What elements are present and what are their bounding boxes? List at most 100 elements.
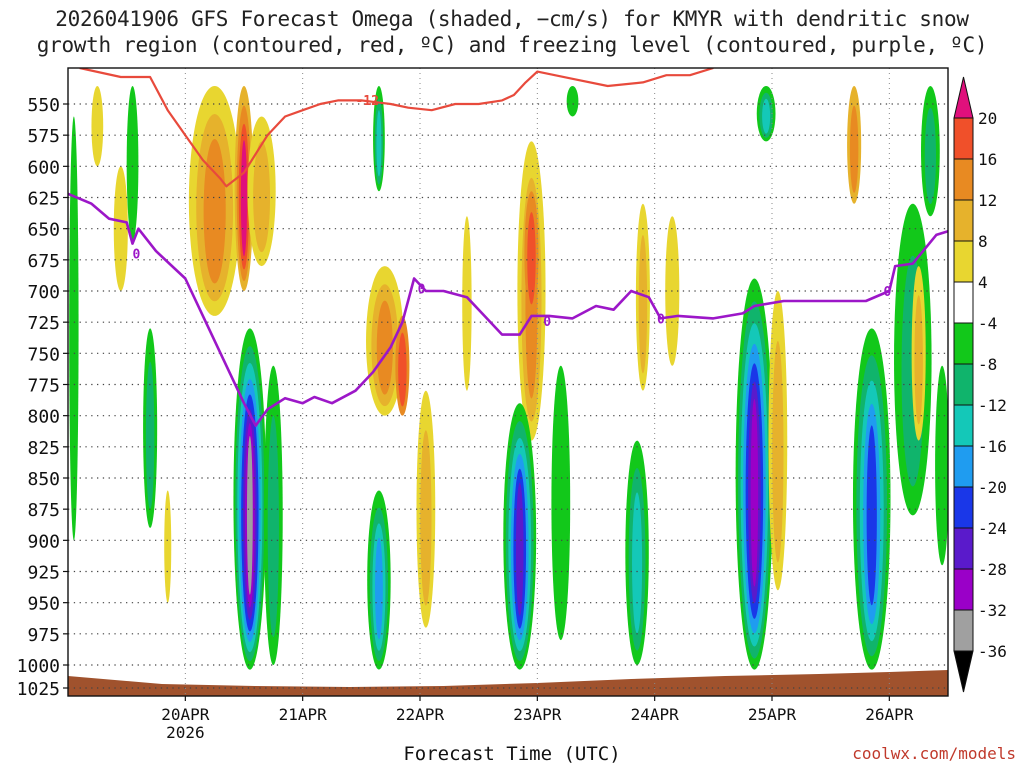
y-tick-label-725: 725 [27,313,60,334]
colorbar-label-12: -32 [978,601,1007,620]
y-tick-label-950: 950 [27,594,60,615]
y-tick-label-700: 700 [27,282,60,303]
y-tick-label-825: 825 [27,438,60,459]
ground-surface [68,670,948,696]
freezing-level-line [68,192,948,427]
credit-link[interactable]: coolwx.com/models [852,744,1016,763]
omega-shade-14-1 [420,430,432,606]
y-tick-label-750: 750 [27,344,60,365]
x-tick-label-26APR: 26APR [865,705,914,724]
x-tick-label-20APR: 20APR [161,705,210,724]
colorbar-label-13: -36 [978,642,1007,661]
freezing-level-label-4: 0 [883,285,891,300]
x-tick-label-24APR: 24APR [631,705,680,724]
dgz-contour-label: -12 [355,94,378,109]
omega-shade-30-1 [914,295,923,425]
y-tick-label-900: 900 [27,531,60,552]
colorbar-cell-9 [953,445,974,488]
y-tick-label-875: 875 [27,500,60,521]
omega-shade-9-7 [246,436,253,595]
freezing-level-label-0: 0 [133,248,141,263]
y-tick-label-675: 675 [27,251,60,272]
y-tick-label-975: 975 [27,625,60,646]
colorbar-cell-1 [953,117,974,160]
colorbar-cell-10 [953,486,974,529]
omega-shade-1-0 [91,86,104,167]
omega-shade-19-0 [551,365,571,641]
dgz-contour-line [79,68,714,188]
omega-shade-13-3 [375,537,383,640]
colorbar-label-6: -8 [978,355,997,374]
x-tick-label-21APR: 21APR [279,705,328,724]
colorbar-arrow-bottom [953,650,974,693]
chart-title: 2026041906 GFS Forecast Omega (shaded, −… [0,6,1024,58]
y-tick-label-1025: 1025 [17,679,60,700]
y-tick-label-550: 550 [27,95,60,116]
colorbar-label-8: -16 [978,437,1007,456]
omega-shade-21-2 [632,492,643,634]
plot-frame [67,67,949,697]
y-tick-label-575: 575 [27,126,60,147]
colorbar-label-7: -12 [978,396,1007,415]
omega-shade-18-5 [515,482,524,616]
y-tick-label-800: 800 [27,407,60,428]
omega-shade-32-0 [462,216,472,391]
chart-title-line-2: growth region (contoured, red, ºC) and f… [36,33,988,57]
omega-shade-31-0 [935,365,948,566]
y-tick-label-850: 850 [27,469,60,490]
x-axis-title: Forecast Time (UTC) [403,743,621,765]
colorbar-label-1: 16 [978,150,997,169]
x-tick-sublabel-20APR: 2026 [166,723,205,742]
colorbar-cell-5 [953,281,974,324]
omega-shade-20-1 [638,234,648,374]
colorbar-arrow-top [953,76,974,119]
colorbar-cell-12 [953,568,974,611]
y-tick-label-775: 775 [27,376,60,397]
colorbar-cell-7 [953,363,974,406]
omega-shade-8-1 [253,141,271,253]
y-tick-label-625: 625 [27,189,60,210]
colorbar-cell-11 [953,527,974,570]
colorbar-label-10: -24 [978,519,1007,538]
colorbar-label-11: -28 [978,560,1007,579]
colorbar-label-4: 4 [978,273,988,292]
colorbar-label-9: -20 [978,478,1007,497]
omega-shade-10-1 [267,415,279,638]
y-tick-label-650: 650 [27,220,60,241]
omega-shade-4-1 [145,361,155,510]
omega-shade-17-1 [527,212,536,305]
freezing-level-label-3: 0 [657,312,665,327]
y-tick-label-600: 600 [27,157,60,178]
omega-shade-12-1 [398,332,407,407]
colorbar-cell-13 [953,609,974,652]
freezing-level-label-1: 0 [418,282,426,297]
omega-shade-3-0 [126,86,139,242]
freezing-level-label-2: 0 [543,315,551,330]
colorbar-cell-8 [953,404,974,447]
x-tick-label-22APR: 22APR [396,705,445,724]
x-tick-label-23APR: 23APR [513,705,562,724]
omega-shade-0-0 [69,116,79,541]
omega-shade-24-1 [772,340,784,563]
colorbar-label-5: -4 [978,314,997,333]
colorbar-cell-4 [953,240,974,283]
omega-shade-7-3 [240,140,248,257]
colorbar-cell-6 [953,322,974,365]
colorbar-label-0: 20 [978,109,997,128]
omega-shade-11-2 [376,300,393,395]
omega-shade-29-1 [924,107,937,205]
omega-shade-26-4 [866,425,877,606]
colorbar-label-3: 8 [978,232,988,251]
omega-shade-23-6 [750,398,759,587]
y-tick-label-1000: 1000 [17,656,60,677]
y-tick-label-925: 925 [27,563,60,584]
colorbar-label-2: 12 [978,191,997,210]
colorbar-cell-2 [953,158,974,201]
omega-shade-5-0 [164,490,172,603]
omega-shade-25-2 [762,98,771,134]
x-tick-label-25APR: 25APR [748,705,797,724]
omega-shade-6-2 [203,139,226,284]
chart-title-line-1: 2026041906 GFS Forecast Omega (shaded, −… [55,7,969,31]
omega-shade-27-1 [849,105,859,193]
